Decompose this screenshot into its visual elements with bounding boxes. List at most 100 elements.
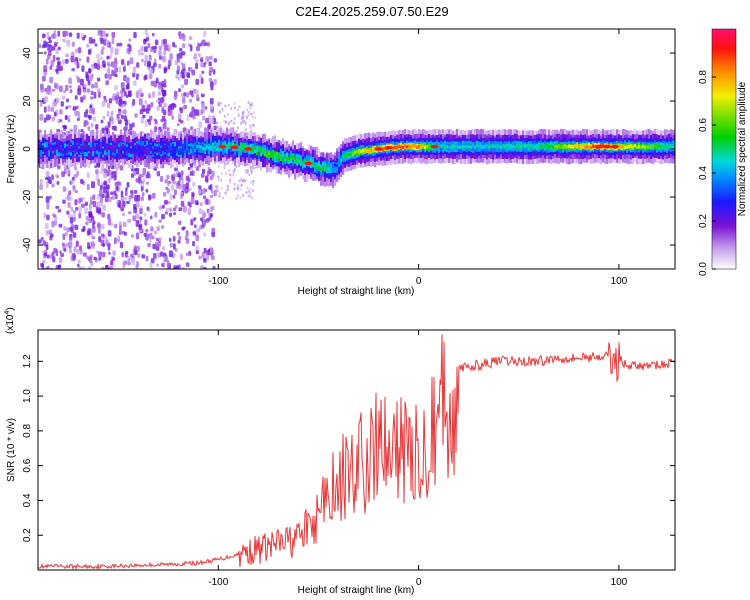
signal-cell: [256, 146, 259, 153]
signal-cell: [516, 143, 519, 148]
noise-speckle: [186, 187, 190, 192]
signal-cell: [624, 145, 627, 150]
noise-speckle: [61, 95, 66, 100]
signal-cell: [512, 145, 515, 149]
signal-cell: [222, 144, 225, 155]
noise-speckle: [38, 239, 42, 244]
noise-speckle: [124, 77, 128, 81]
noise-speckle: [140, 186, 144, 192]
noise-speckle: [64, 231, 68, 237]
noise-speckle: [172, 207, 177, 212]
signal-cell: [284, 155, 287, 159]
noise-speckle: [188, 36, 193, 41]
signal-cell: [100, 143, 103, 150]
noise-speckle: [119, 181, 122, 187]
noise-speckle: [65, 30, 69, 36]
signal-cell: [206, 138, 209, 150]
noise-speckle: [103, 168, 108, 174]
noise-speckle: [38, 44, 42, 49]
noise-speckle: [236, 194, 239, 198]
noise-speckle: [114, 57, 118, 65]
noise-speckle: [182, 43, 186, 49]
noise-speckle: [215, 191, 218, 195]
noise-speckle: [189, 98, 193, 103]
x-tick-label: 100: [611, 577, 628, 588]
signal-cell: [526, 144, 529, 151]
noise-speckle: [233, 187, 236, 191]
signal-cell: [92, 144, 95, 148]
signal-cell: [488, 145, 491, 149]
noise-speckle: [161, 263, 165, 268]
noise-speckle: [181, 183, 185, 191]
noise-speckle: [101, 251, 106, 258]
noise-speckle: [90, 96, 94, 100]
signal-cell: [280, 154, 283, 161]
signal-cell: [88, 147, 91, 152]
signal-cell: [112, 143, 115, 151]
y-tick-label: 0.2: [22, 528, 33, 542]
noise-speckle: [248, 110, 251, 114]
noise-speckle: [144, 54, 148, 61]
noise-speckle: [118, 66, 122, 73]
y-tick-label: 40: [22, 47, 33, 59]
noise-speckle: [63, 248, 67, 252]
noise-speckle: [193, 224, 197, 229]
signal-cell: [226, 144, 229, 149]
noise-speckle: [50, 60, 54, 67]
signal-cell: [246, 145, 249, 149]
colorbar-gradient: [711, 28, 737, 270]
noise-speckle: [200, 77, 204, 85]
signal-cell: [486, 144, 489, 151]
noise-speckle: [132, 72, 136, 78]
signal-cell: [498, 144, 501, 148]
noise-speckle: [179, 119, 184, 124]
signal-cell: [56, 145, 59, 156]
signal-cell: [254, 146, 257, 154]
signal-cell: [56, 144, 59, 148]
noise-speckle: [202, 266, 207, 269]
noise-speckle: [119, 241, 124, 249]
noise-speckle: [45, 181, 49, 189]
signal-cell: [286, 157, 289, 161]
signal-cell: [366, 149, 369, 154]
noise-speckle: [124, 189, 128, 197]
noise-speckle: [141, 254, 146, 259]
noise-speckle: [181, 266, 186, 269]
noise-speckle: [94, 43, 98, 47]
noise-speckle: [145, 181, 150, 185]
noise-speckle: [82, 36, 86, 41]
noise-speckle: [123, 109, 127, 115]
noise-speckle: [155, 77, 159, 84]
noise-speckle: [45, 244, 49, 251]
noise-speckle: [128, 38, 132, 42]
noise-speckle: [55, 97, 60, 104]
signal-cell: [58, 144, 61, 151]
noise-speckle: [138, 176, 141, 184]
signal-cell: [244, 143, 247, 150]
signal-cell: [358, 149, 361, 153]
signal-cell: [228, 144, 231, 148]
noise-speckle: [121, 252, 125, 258]
noise-speckle: [127, 219, 131, 223]
noise-speckle: [76, 32, 80, 39]
noise-speckle: [63, 89, 66, 94]
signal-cell: [618, 144, 621, 149]
noise-speckle: [65, 105, 68, 110]
x-tick-label: 100: [611, 276, 628, 287]
noise-speckle: [100, 49, 104, 55]
noise-speckle: [101, 46, 105, 51]
noise-speckle: [53, 82, 57, 89]
noise-speckle: [114, 66, 118, 73]
signal-cell: [646, 145, 649, 149]
noise-speckle: [242, 193, 245, 197]
noise-speckle: [90, 64, 95, 68]
noise-speckle: [162, 191, 167, 197]
signal-cell: [392, 146, 395, 150]
signal-cell: [66, 146, 69, 150]
signal-cell: [300, 159, 303, 166]
signal-cell: [442, 144, 445, 148]
noise-speckle: [252, 111, 255, 115]
snr-y-ticks: 0.2 0.4 0.6 0.8 1.0 1.2: [22, 354, 675, 542]
noise-speckle: [189, 90, 194, 96]
noise-speckle: [43, 117, 47, 123]
